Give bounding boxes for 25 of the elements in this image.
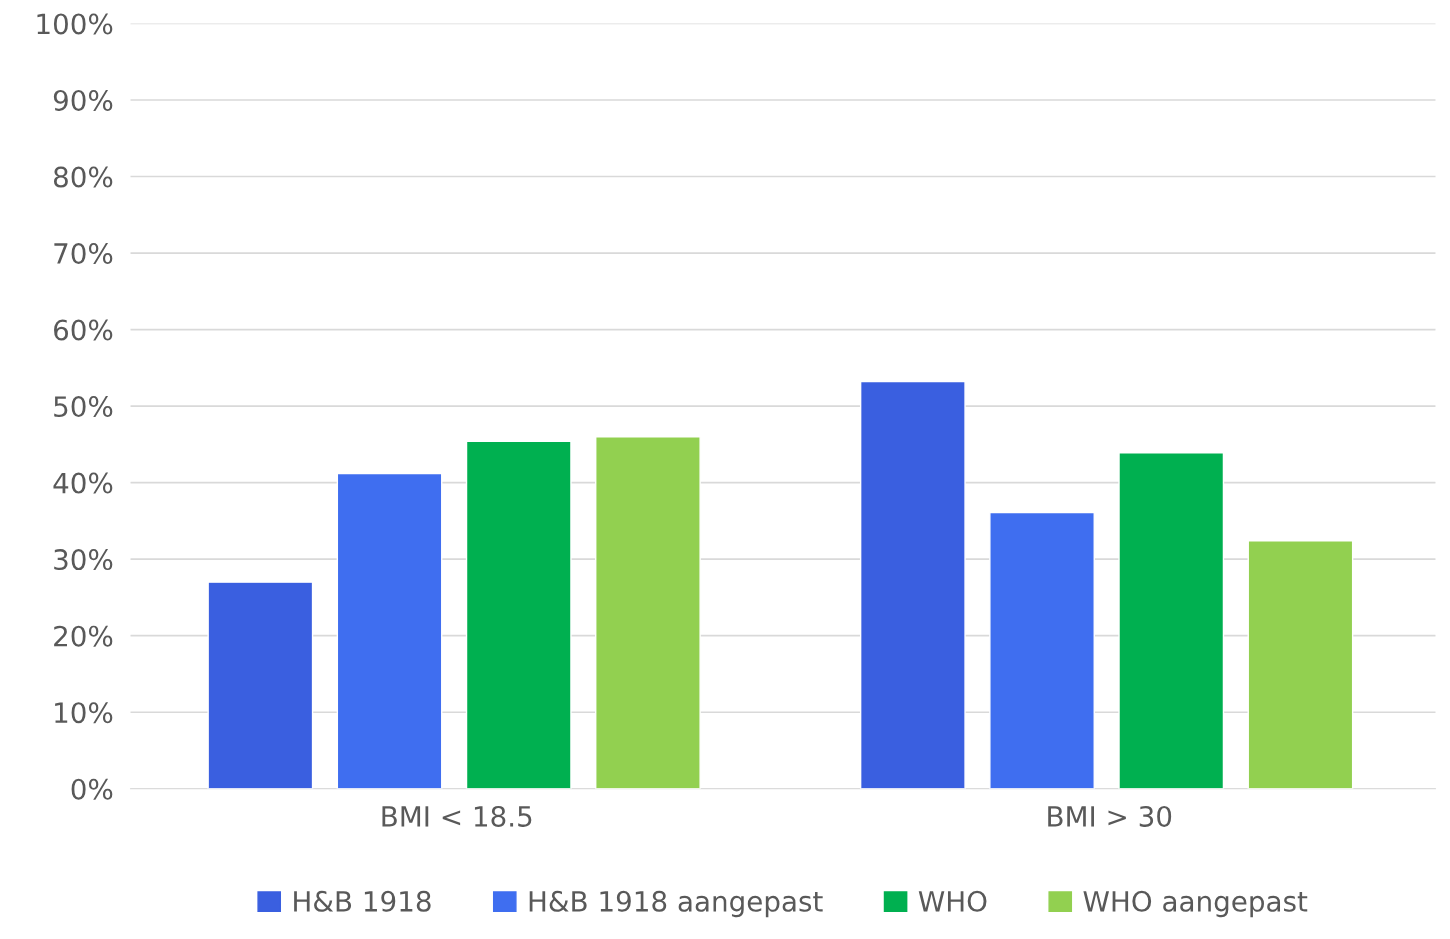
x-tick-label: BMI > 30 bbox=[1048, 805, 1172, 827]
legend-label: H&B 1918 aangepast bbox=[529, 890, 823, 918]
y-tick-label: 50% bbox=[54, 396, 113, 418]
legend-label: WHO bbox=[918, 890, 987, 912]
bar bbox=[989, 511, 1095, 789]
legend-label: WHO aangepast bbox=[1083, 890, 1308, 918]
bar bbox=[1247, 540, 1354, 789]
y-tick-label: 70% bbox=[54, 243, 113, 265]
bar bbox=[465, 440, 572, 789]
y-tick-label: 100% bbox=[37, 13, 113, 35]
y-tick-label: 10% bbox=[55, 702, 113, 724]
bar bbox=[1118, 452, 1225, 789]
y-tick-label: 90% bbox=[53, 89, 113, 111]
legend-label: H&B 1918 bbox=[294, 890, 431, 912]
y-tick-label: 0% bbox=[71, 778, 113, 800]
y-tick-label: 80% bbox=[53, 166, 113, 188]
bar bbox=[336, 472, 443, 789]
bar bbox=[595, 436, 701, 789]
y-tick-label: 20% bbox=[54, 625, 113, 647]
y-tick-label: 30% bbox=[54, 549, 113, 571]
y-tick-label: 60% bbox=[54, 319, 113, 341]
bar bbox=[859, 380, 966, 789]
bar bbox=[207, 581, 314, 789]
x-tick-label: BMI < 18.5 bbox=[382, 805, 532, 827]
y-tick-label: 40% bbox=[53, 472, 113, 494]
